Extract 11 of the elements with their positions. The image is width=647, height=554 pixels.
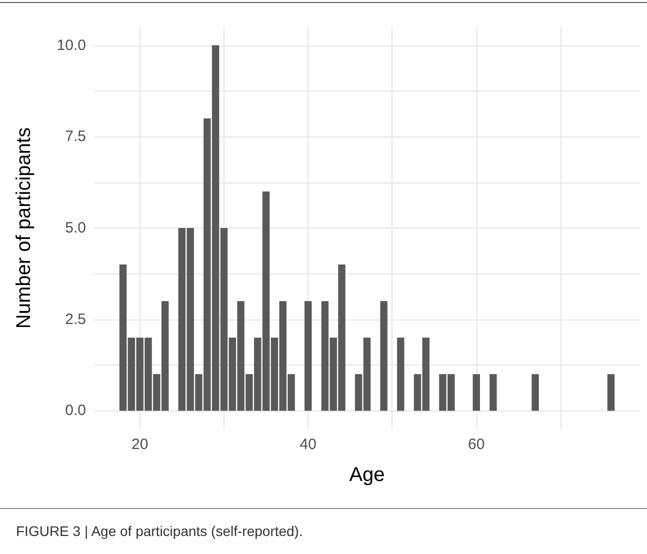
y-tick-label: 5.0 bbox=[65, 220, 86, 236]
y-tick-label: 0.0 bbox=[65, 402, 86, 420]
caption: FIGURE 3 | Age of participants (self-reported). bbox=[16, 523, 304, 539]
x-tick-label: 60 bbox=[468, 436, 485, 453]
y-tick-label: 7.5 bbox=[65, 128, 86, 146]
x-axis-title: Age bbox=[349, 464, 385, 486]
y-axis-title: Number of participants bbox=[13, 127, 35, 329]
x-tick-label: 40 bbox=[300, 436, 316, 453]
x-tick-label: 20 bbox=[132, 436, 148, 453]
y-tick-label: 10.0 bbox=[56, 36, 86, 54]
y-tick-label: 2.5 bbox=[65, 310, 86, 328]
